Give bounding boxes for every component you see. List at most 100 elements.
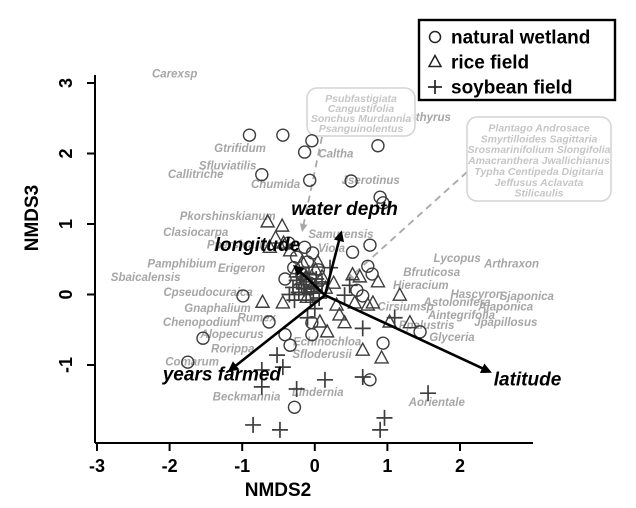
point-natural-wetland (181, 355, 195, 369)
point-natural-wetland (361, 259, 375, 273)
point-soybean-field (253, 378, 270, 395)
point-natural-wetland (363, 373, 377, 387)
species-label: Ppersicaria (207, 240, 270, 252)
point-natural-wetland (262, 315, 276, 329)
point-rice-field (331, 306, 348, 321)
point-soybean-field (295, 280, 312, 297)
species-label: Caltha (318, 149, 354, 161)
callout-species-line: Srosmarinifolium Slongifolia (468, 144, 611, 156)
point-rice-field (392, 286, 408, 301)
point-soybean-field (288, 380, 305, 397)
species-label: Sbaicalensis (111, 272, 181, 284)
env-arrow-label: water depth (291, 199, 398, 220)
point-natural-wetland (413, 325, 427, 339)
point-rice-field (402, 314, 418, 329)
point-rice-field (355, 341, 371, 356)
x-axis-title: NMDS2 (245, 480, 312, 501)
y-tick-label: 2 (56, 148, 76, 158)
callout-arrow-top-box (299, 136, 323, 232)
point-natural-wetland (287, 400, 302, 414)
point-rice-field (373, 349, 390, 364)
species-label: Chumida (251, 179, 301, 191)
species-label: Hascyron (450, 289, 502, 301)
species-label: Aorientale (408, 397, 466, 409)
callout-species-line: Cangustifolia (328, 103, 395, 115)
species-label: Hieracium (393, 280, 449, 292)
species-label: Gnaphalium (184, 303, 250, 315)
point-rice-field (312, 313, 328, 328)
plus-marker-icon (428, 80, 442, 94)
point-natural-wetland (376, 336, 390, 350)
env-arrow-water-depth (323, 230, 345, 296)
legend: natural wetland rice field soybean field (417, 18, 617, 102)
point-rice-field (344, 266, 361, 281)
point-natural-wetland (376, 196, 390, 210)
point-soybean-field (336, 287, 353, 304)
legend-item-circle (428, 30, 442, 44)
env-arrow-label: longitude (215, 235, 301, 256)
point-rice-field (275, 234, 292, 249)
point-rice-field (328, 296, 345, 311)
point-natural-wetland (371, 139, 385, 153)
point-natural-wetland (363, 238, 377, 252)
species-label: Rumex (238, 312, 277, 324)
point-natural-wetland (344, 174, 358, 188)
callout-box (306, 87, 416, 137)
point-natural-wetland (356, 289, 370, 303)
y-tick-label: -1 (56, 357, 76, 373)
axes (87, 75, 533, 451)
env-arrow-label: latitude (494, 369, 562, 390)
species-label: Sjaponica (500, 291, 555, 303)
triangle-marker-icon (427, 53, 443, 68)
species-label: Pamphibium (147, 259, 216, 271)
point-rice-field (365, 294, 381, 309)
species-label: Jpapillosus (474, 317, 537, 329)
point-rice-field (319, 323, 335, 338)
point-natural-wetland (297, 240, 312, 254)
species-label: Callitriche (168, 169, 224, 181)
callout-species-line: Jeffusus Aclavata (495, 177, 584, 189)
species-label: Cirsiumsp (377, 302, 433, 314)
species-label: Ppalustris (399, 320, 455, 332)
callout-arrow-right-box (346, 171, 468, 281)
point-rice-field (381, 313, 398, 328)
env-arrow-years-farmed (227, 294, 326, 373)
point-rice-field (262, 238, 278, 253)
series-plus (245, 259, 437, 438)
point-natural-wetland (255, 167, 269, 182)
species-label: Echinochloa (293, 336, 362, 348)
point-soybean-field (269, 347, 286, 364)
callout-species-line: Typha Centipeda Digitaria (474, 166, 603, 178)
x-tick-label: -2 (162, 456, 178, 476)
species-label: Aintegrifolia (427, 310, 496, 322)
point-soybean-field (354, 368, 371, 385)
point-natural-wetland (242, 128, 257, 142)
point-rice-field (310, 253, 326, 268)
env-arrow-latitude (324, 294, 492, 373)
point-soybean-field (386, 309, 403, 326)
species-label: Bfruticosa (403, 267, 460, 279)
legend-item-label: natural wetland (451, 28, 590, 49)
point-rice-field (294, 253, 311, 268)
x-tick-label: -1 (234, 456, 250, 476)
species-label: Clasiocarpa (163, 227, 229, 239)
point-rice-field (259, 213, 276, 228)
species-label: Beckmannia (213, 391, 281, 403)
env-arrow-label: years farmed (162, 365, 282, 386)
species-label: Carexsp (152, 68, 197, 80)
point-soybean-field (341, 277, 358, 294)
point-soybean-field (245, 416, 262, 433)
species-label: Lycopus (433, 253, 480, 265)
point-soybean-field (286, 292, 303, 309)
circle-marker-icon (428, 30, 442, 44)
point-soybean-field (271, 421, 288, 438)
x-tick-label: 1 (382, 456, 392, 476)
point-rice-field (370, 273, 386, 288)
point-natural-wetland (278, 272, 292, 286)
point-soybean-field (372, 421, 389, 438)
point-soybean-field (253, 361, 270, 378)
species-label: Astolonifera (423, 297, 492, 309)
